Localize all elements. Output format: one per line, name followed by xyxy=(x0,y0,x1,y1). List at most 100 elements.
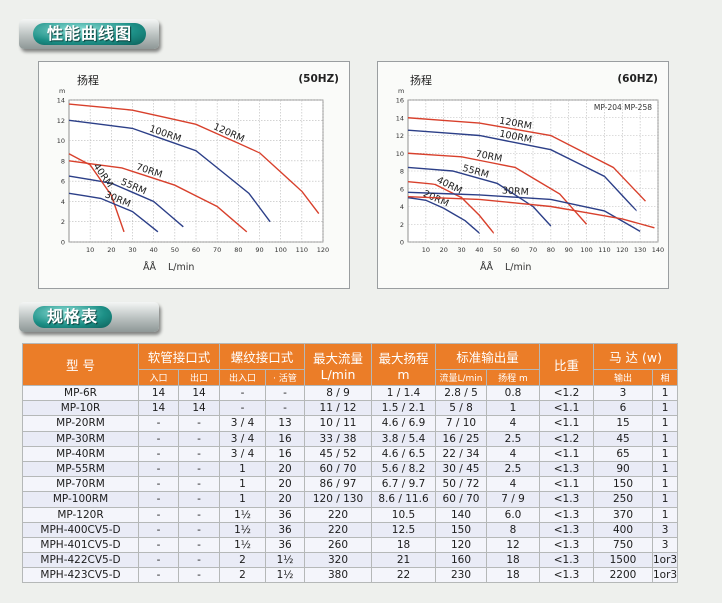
cell-motor-phase: 1or3 xyxy=(651,567,679,584)
y-tick-label: 10 xyxy=(57,137,65,145)
cell-max-flow: 45 / 52 xyxy=(304,445,372,462)
cell-thread-live: 13 xyxy=(265,415,305,432)
cell-hose-in: - xyxy=(138,430,179,447)
header-thread-in: 出入口 xyxy=(219,369,266,386)
cell-hose-out: - xyxy=(178,506,220,523)
cell-motor-output: 3 xyxy=(593,384,653,402)
cell-thread-live: 1½ xyxy=(265,552,305,569)
chart-60hz-svg: 10 20 30 40 50 60 70 80 90 100 110 120 130 140 0 2 4 6 8 10… xyxy=(396,73,664,273)
x-tick-label: 40 xyxy=(475,246,483,254)
header-thread-live: · 活管 xyxy=(265,369,305,386)
cell-motor-phase: 1 xyxy=(651,430,679,447)
cell-specific-gravity: <1.3 xyxy=(539,536,594,554)
series-line-70rm xyxy=(407,152,588,225)
cell-model: MP-20RM xyxy=(22,415,139,432)
cell-thread-in: 3 / 4 xyxy=(219,445,266,462)
series-line-30rm xyxy=(68,192,159,233)
spec-table: 型 号 软管接口式 螺纹接口式 最大流量 L/min 最大扬程 m 标准输出量 … xyxy=(22,343,679,584)
cell-hose-in: - xyxy=(138,567,179,584)
cell-std-head: 2.5 xyxy=(486,460,540,478)
cell-thread-in: 1½ xyxy=(219,536,266,554)
cell-max-flow: 220 xyxy=(304,521,372,538)
cell-std-flow: 120 xyxy=(435,536,487,554)
y-unit-label: m xyxy=(398,87,404,95)
cell-max-head: 1 / 1.4 xyxy=(371,384,436,402)
x-tick-label: 80 xyxy=(234,246,242,254)
cell-std-head: 1 xyxy=(486,400,540,417)
cell-std-flow: 2.8 / 5 xyxy=(435,384,487,402)
series-line-30rm xyxy=(407,191,641,232)
x-tick-label: 30 xyxy=(128,246,136,254)
frequency-label: (50HZ) xyxy=(298,73,339,85)
table-row: MPH-422CV5-D - -2 1½ 320 21 160 18 <1.3 1500 1or3 xyxy=(22,552,679,569)
cell-specific-gravity: <1.3 xyxy=(539,491,594,508)
y-tick-label: 8 xyxy=(400,168,404,176)
cell-specific-gravity: <1.3 xyxy=(539,552,594,569)
cell-hose-in: - xyxy=(138,506,179,523)
cell-hose-in: - xyxy=(138,536,179,554)
cell-thread-live: 20 xyxy=(265,491,305,508)
cell-thread-live: 1½ xyxy=(265,567,305,584)
x-tick-label: 70 xyxy=(529,246,537,254)
header-motor: 马 达 (w) xyxy=(592,343,679,370)
cell-hose-in: - xyxy=(138,491,179,508)
y-tick-label: 2 xyxy=(61,218,65,226)
cell-std-flow: 50 / 72 xyxy=(435,476,487,493)
cell-thread-in: 3 / 4 xyxy=(219,415,266,432)
cell-hose-out: 14 xyxy=(178,400,220,417)
cell-hose-out: - xyxy=(178,476,220,493)
cell-max-head: 1.5 / 2.1 xyxy=(371,400,436,417)
series-line-20rm xyxy=(407,196,480,234)
cell-hose-out: - xyxy=(178,567,220,584)
cell-thread-in: 2 xyxy=(219,552,266,569)
x-tick-label: 20 xyxy=(107,246,115,254)
y-tick-label: 12 xyxy=(57,117,65,125)
cell-max-flow: 10 / 11 xyxy=(304,415,372,432)
cell-thread-live: 36 xyxy=(265,521,305,538)
header-thread: 螺纹接口式 xyxy=(219,343,305,370)
cell-hose-in: - xyxy=(138,445,179,462)
x-tick-label: 50 xyxy=(171,246,179,254)
header-motor-phase: 相 xyxy=(651,369,679,386)
header-max-flow-unit: L/min xyxy=(320,366,356,382)
cell-thread-in: 1 xyxy=(219,491,266,508)
cell-max-flow: 33 / 38 xyxy=(304,430,372,447)
cell-motor-output: 750 xyxy=(593,536,653,554)
header-max-head: 最大扬程 m xyxy=(371,343,436,386)
cell-thread-in: 3 / 4 xyxy=(219,430,266,447)
header-max-flow: 最大流量 L/min xyxy=(304,343,372,386)
cell-hose-out: - xyxy=(178,415,220,432)
cell-max-head: 21 xyxy=(371,552,436,569)
cell-max-flow: 320 xyxy=(304,552,372,569)
cell-specific-gravity: <1.1 xyxy=(539,415,594,432)
series-line-120rm xyxy=(407,117,647,202)
cell-motor-output: 65 xyxy=(593,445,653,462)
y-tick-label: 8 xyxy=(61,157,65,165)
cell-hose-in: - xyxy=(138,521,179,538)
y-tick-label: 14 xyxy=(57,97,65,105)
cell-hose-in: - xyxy=(138,552,179,569)
y-tick-label: 6 xyxy=(400,185,404,193)
x-tick-label: 100 xyxy=(580,246,592,254)
cell-thread-live: 20 xyxy=(265,476,305,493)
header-std-head: 扬程 m xyxy=(486,369,540,386)
cell-std-head: 4 xyxy=(486,415,540,432)
series-line-100rm xyxy=(68,119,271,223)
table-row: MP-120R - -1½ 36 220 10.5 140 6.0 <1.3 370 1 xyxy=(22,506,679,523)
cell-std-head: 7 / 9 xyxy=(486,491,540,508)
cell-std-head: 4 xyxy=(486,445,540,462)
cell-thread-live: 16 xyxy=(265,445,305,462)
cell-std-head: 18 xyxy=(486,552,540,569)
cell-model: MP-40RM xyxy=(22,445,139,462)
cell-std-flow: 150 xyxy=(435,521,487,538)
cell-max-flow: 11 / 12 xyxy=(304,400,372,417)
y-tick-label: 12 xyxy=(396,132,404,140)
x-tick-label: 70 xyxy=(213,246,221,254)
cell-motor-output: 370 xyxy=(593,506,653,523)
header-specific-gravity: 比重 xyxy=(539,343,594,386)
table-row: MP-10R 14 14- -11 / 12 1.5 / 2.1 5 / 8 1 <1.1 6 1 xyxy=(22,400,679,417)
cell-max-head: 10.5 xyxy=(371,506,436,523)
section-title-performance: 性能曲线图 xyxy=(19,19,159,49)
x-tick-label: 100 xyxy=(274,246,286,254)
